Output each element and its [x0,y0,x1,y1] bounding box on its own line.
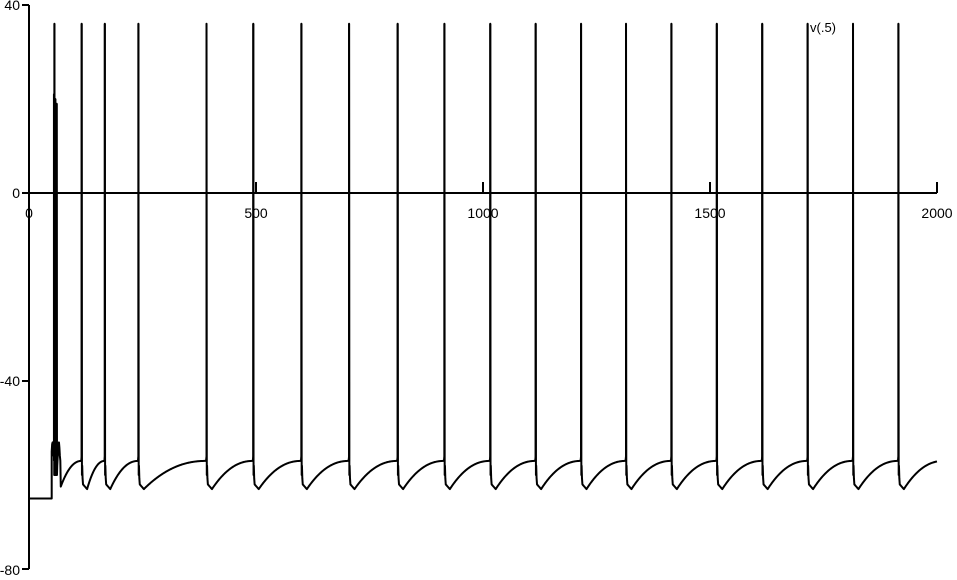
x-tick-label: 500 [244,205,268,221]
y-tick-label: 40 [4,0,20,13]
x-tick-label: 2000 [921,205,952,221]
tick-marks [22,4,938,570]
y-tick-label: -40 [0,373,20,389]
series-label-v-05: v(.5) [810,20,836,35]
axes [28,5,937,569]
trace-layer [29,22,938,500]
y-tick-label: -80 [0,562,20,578]
x-tick-label: 1000 [467,205,498,221]
x-tick-label: 0 [25,205,33,221]
series-line-v-05 [29,22,938,500]
y-tick-label: 0 [12,185,20,201]
x-tick-label: 1500 [694,205,725,221]
